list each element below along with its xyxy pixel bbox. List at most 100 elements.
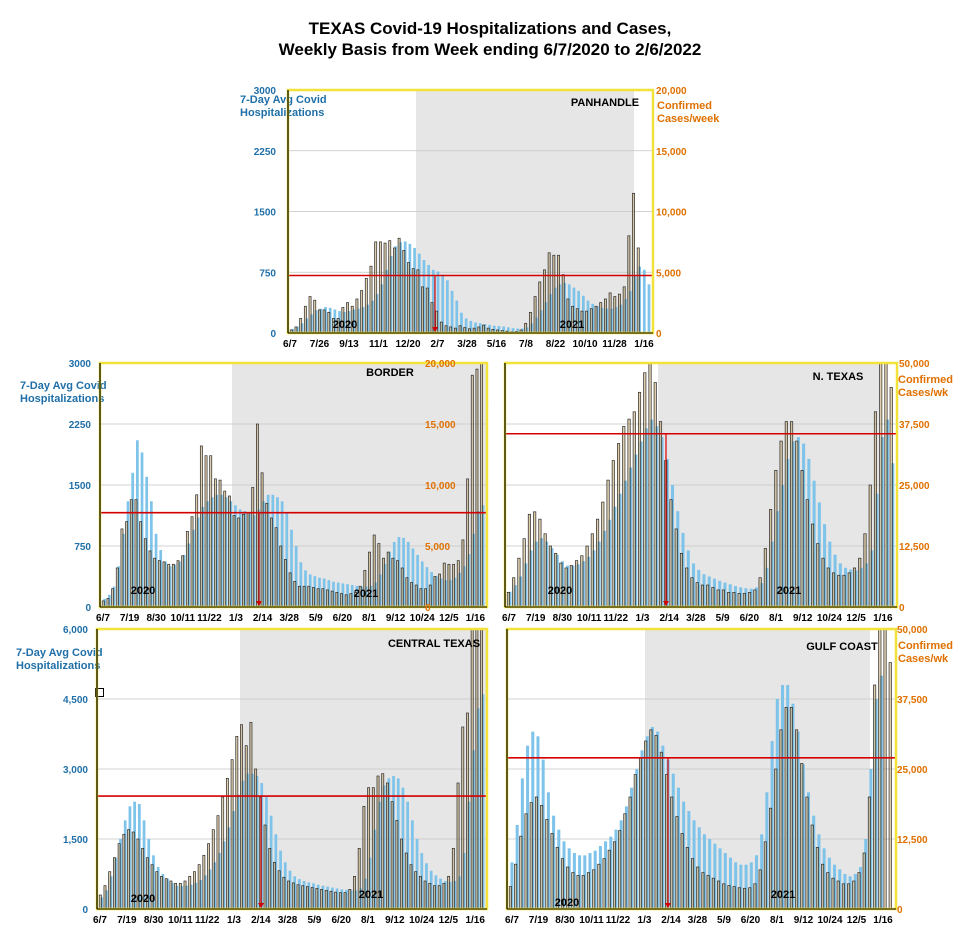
ntexas-hosp-bar — [875, 493, 879, 607]
gulf-cases-bar — [581, 875, 585, 910]
ntexas-hosp-bar — [859, 567, 863, 607]
central-left-axis-label-line1: 7-Day Avg Covid — [16, 647, 103, 659]
gulf-panel-title: GULF COAST — [806, 641, 878, 653]
central-x-tick-label: 8/30 — [144, 915, 164, 926]
panhandle-hosp-bar — [431, 269, 435, 333]
border-hosp-bar — [411, 548, 415, 607]
gulf-cases-bar — [800, 763, 804, 910]
gulf-cases-bar — [550, 833, 554, 910]
ntexas-threshold-arrow — [663, 601, 669, 606]
gulf-cases-bar — [847, 883, 851, 910]
panhandle-x-tick-label: 11/1 — [369, 339, 388, 350]
gulf-cases-bar — [680, 833, 684, 910]
ntexas-hosp-bar — [760, 583, 764, 607]
border-x-tick-label: 7/19 — [120, 613, 140, 624]
gulf-hosp-bar — [557, 829, 561, 909]
gulf-hosp-bar — [635, 769, 639, 909]
gulf-hosp-bar — [546, 792, 550, 909]
ntexas-hosp-bar — [791, 441, 795, 607]
panhandle-year-label: 2020 — [333, 319, 357, 331]
panhandle-left-tick-label: 750 — [259, 268, 276, 279]
gulf-hosp-bar — [848, 876, 852, 909]
ntexas-hosp-bar — [739, 587, 743, 607]
ntexas-hosp-bar — [885, 419, 890, 607]
gulf-hosp-bar — [671, 773, 675, 909]
ntexas-right-tick-label: 0 — [899, 603, 905, 614]
gulf-hosp-bar — [552, 815, 556, 909]
gulf-cases-bar — [789, 707, 793, 910]
ntexas-right-axis-label-line2: Cases/wk — [898, 387, 949, 399]
gulf-cases-bar — [706, 875, 710, 910]
ntexas-x-tick-label: 1/3 — [636, 613, 650, 624]
gulf-cases-bar — [644, 740, 648, 910]
border-left-tick-label: 1500 — [69, 481, 92, 492]
border-x-tick-label: 12/5 — [439, 613, 459, 624]
central-left-tick-label: 3,000 — [63, 765, 88, 776]
panhandle-hosp-bar — [497, 326, 501, 333]
gulf-hosp-bar — [864, 839, 868, 909]
gulf-cases-bar — [696, 866, 700, 910]
central-left-axis-label: 7-Day Avg Covid Hospitalizations — [16, 647, 103, 673]
panhandle-right-tick-label: 15,000 — [656, 147, 687, 158]
ntexas-hosp-bar — [702, 574, 706, 607]
ntexas-x-tick-label: 8/1 — [769, 613, 783, 624]
gulf-cases-bar — [607, 849, 611, 910]
central-x-tick-label: 10/24 — [409, 915, 434, 926]
panhandle-hosp-bar — [469, 320, 473, 333]
ntexas-hosp-bar — [545, 541, 549, 607]
gulf-hosp-bar — [531, 731, 535, 909]
gulf-cases-bar — [628, 796, 632, 910]
ntexas-hosp-bar — [576, 564, 580, 607]
gulf-x-tick-label: 11/22 — [606, 915, 631, 926]
ntexas-hosp-bar — [655, 426, 659, 607]
gulf-year-label: 2020 — [555, 897, 579, 909]
central-x-tick-label: 9/12 — [385, 915, 405, 926]
central-panel-title: CENTRAL TEXAS — [388, 638, 480, 650]
panhandle-right-axis-label: Confirmed Cases/week — [657, 100, 719, 126]
ntexas-hosp-bar — [749, 588, 753, 607]
gulf-hosp-bar — [515, 825, 519, 909]
border-hosp-bar — [425, 567, 429, 607]
central-x-tick-label: 11/22 — [195, 915, 220, 926]
gulf-hosp-bar — [728, 857, 732, 909]
central-x-tick-label: 3/28 — [278, 915, 298, 926]
border-x-tick-label: 8/30 — [146, 613, 166, 624]
border-hosp-bar — [290, 529, 293, 607]
panhandle-left-tick-label: 1500 — [254, 208, 277, 219]
ntexas-hosp-bar — [733, 586, 737, 607]
central-left-tick-label: 6,000 — [63, 625, 88, 636]
ntexas-right-tick-label: 12,500 — [899, 542, 930, 553]
ntexas-x-tick-label: 7/19 — [526, 613, 546, 624]
gulf-hosp-bar — [817, 834, 821, 909]
panhandle-x-tick-label: 6/7 — [283, 339, 297, 350]
gulf-cases-bar — [670, 796, 674, 910]
ntexas-hosp-bar — [671, 485, 675, 607]
central-left-axis-label-line2: Hospitalizations — [16, 660, 101, 672]
panhandle-panel-title: PANHANDLE — [571, 97, 639, 109]
ntexas-hosp-bar — [571, 565, 575, 607]
border-hosp-bar — [294, 546, 298, 607]
border-hosp-bar — [420, 561, 424, 607]
gulf-hosp-bar — [734, 862, 738, 909]
central-threshold-arrow — [258, 903, 264, 908]
gulf-hosp-bar — [526, 745, 530, 909]
central-x-tick-label: 6/20 — [331, 915, 351, 926]
panhandle-threshold-arrow — [432, 327, 438, 332]
panhandle-x-tick-label: 7/8 — [519, 339, 533, 350]
gulf-x-tick-label: 1/3 — [638, 915, 652, 926]
ntexas-hosp-bar — [781, 485, 785, 607]
panhandle-left-tick-label: 3000 — [254, 86, 277, 97]
ntexas-right-tick-label: 25,000 — [899, 481, 930, 492]
gulf-x-tick-label: 5/9 — [717, 915, 731, 926]
border-threshold-arrow — [256, 601, 262, 606]
ntexas-hosp-bar — [581, 561, 585, 607]
gulf-cases-bar — [774, 768, 778, 910]
ntexas-panel-title: N. TEXAS — [813, 371, 864, 383]
ntexas-hosp-bar — [529, 550, 533, 607]
ntexas-hosp-bar — [534, 541, 538, 607]
ntexas-hosp-bar — [686, 550, 690, 607]
border-right-tick-label: 20,000 — [425, 359, 456, 370]
gulf-cases-bar — [727, 885, 731, 910]
panhandle-right-axis-label-line2: Cases/week — [657, 113, 720, 125]
